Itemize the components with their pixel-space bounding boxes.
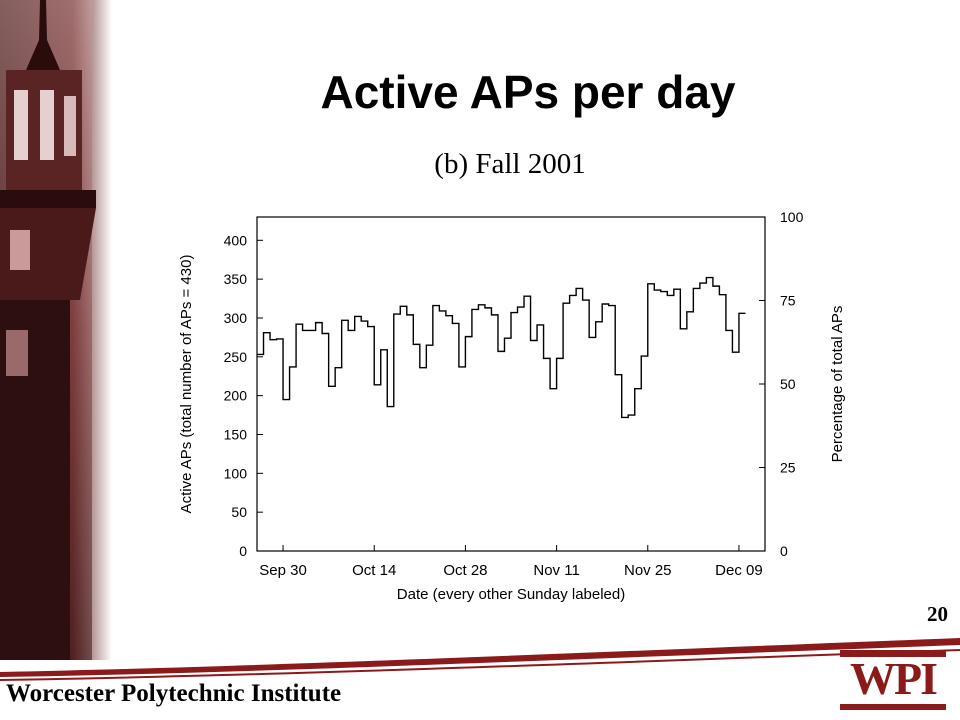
y-tick-label: 350 (224, 271, 248, 287)
y2-tick-label: 50 (780, 376, 796, 392)
x-tick-label: Nov 25 (624, 562, 672, 579)
y-tick-label: 250 (224, 349, 248, 365)
slide-title: Active APs per day (320, 66, 736, 118)
campus-building-photo (0, 0, 112, 660)
x-tick-label: Oct 14 (352, 562, 396, 579)
wpi-logo: WPI (838, 648, 948, 712)
y-tick-label: 300 (224, 310, 248, 326)
y-tick-label: 400 (224, 232, 248, 248)
y2-tick-label: 75 (780, 293, 796, 309)
plot-frame (256, 216, 766, 552)
y2-tick-label: 25 (780, 460, 796, 476)
y2-tick-label: 100 (780, 209, 804, 225)
plot-area: 0 50 100 150 200 250 300 350 400 0 25 50 75 100 Sep 30… (178, 209, 846, 603)
x-axis-label: Date (every other Sunday labeled) (397, 586, 625, 603)
y-tick-label: 200 (224, 388, 248, 404)
series-line-0 (257, 276, 746, 419)
slide-number: 20 (927, 602, 948, 626)
x-tick-label: Nov 11 (533, 562, 579, 579)
institution-name: Worcester Polytechnic Institute (6, 680, 342, 707)
y2-tick-label: 0 (780, 543, 788, 559)
y2-axis-label: Percentage of total APs (829, 306, 846, 463)
y-tick-label: 100 (224, 465, 248, 481)
x-tick-label: Oct 28 (443, 562, 487, 579)
x-tick-label: Sep 30 (259, 562, 307, 579)
y-tick-label: 150 (224, 426, 248, 442)
y-tick-label: 50 (231, 504, 247, 520)
x-tick-label: Dec 09 (715, 562, 763, 579)
chart-title: (b) Fall 2001 (434, 148, 586, 180)
y-axis-label: Active APs (total number of APs = 430) (178, 255, 195, 514)
y-tick-label: 0 (239, 543, 247, 559)
